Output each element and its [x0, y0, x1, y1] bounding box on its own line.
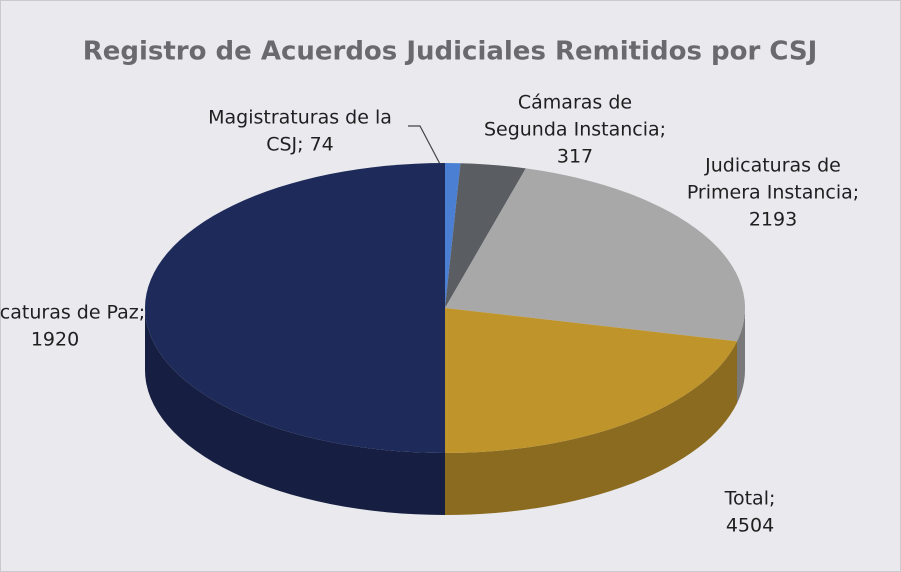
slice: [445, 308, 737, 453]
data-label: Judicaturas de: [704, 155, 841, 177]
data-label: Judicaturas de Paz;: [0, 302, 145, 324]
data-label: Magistraturas de la: [208, 107, 392, 129]
data-label: 317: [557, 146, 593, 168]
data-label: Primera Instancia;: [687, 182, 859, 204]
data-label: CSJ; 74: [266, 134, 334, 156]
slice-side: [736, 308, 745, 404]
chart-title: Registro de Acuerdos Judiciales Remitido…: [83, 37, 818, 67]
data-label: Cámaras de: [518, 92, 632, 114]
slice: [445, 168, 745, 342]
data-label: Segunda Instancia;: [484, 119, 666, 141]
data-label: Total;: [724, 488, 776, 510]
slice-side: [145, 308, 445, 515]
slice: [445, 163, 461, 308]
data-label: 2193: [749, 209, 797, 231]
data-label: 1920: [31, 329, 79, 351]
slice: [445, 163, 526, 308]
slice-side: [445, 341, 737, 515]
leader-line: [408, 125, 441, 165]
slice: [145, 163, 445, 453]
data-label: 4504: [726, 515, 774, 537]
